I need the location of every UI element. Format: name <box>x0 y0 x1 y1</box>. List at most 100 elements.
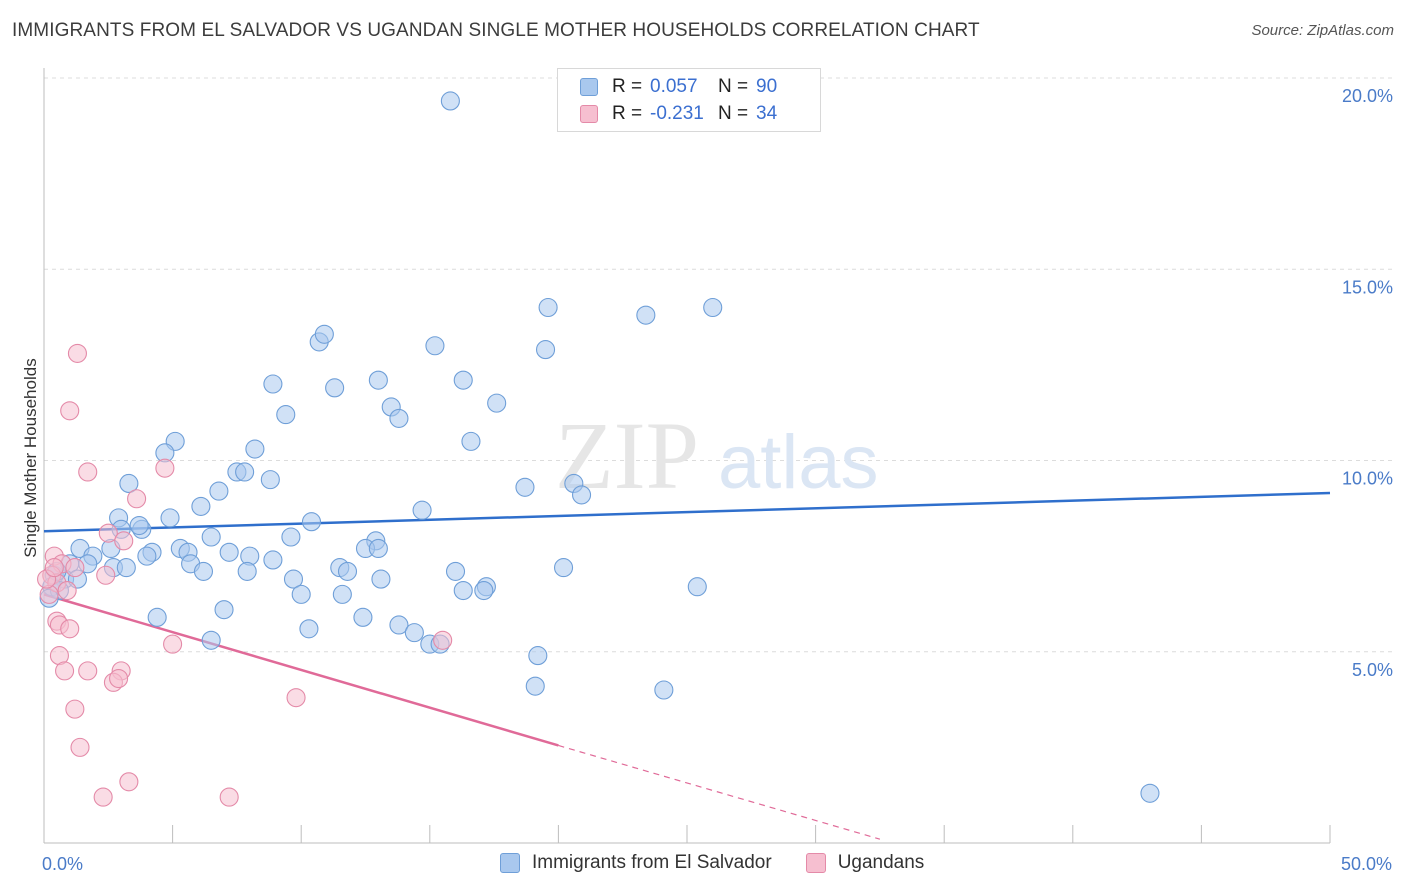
ugandans-point <box>60 619 80 639</box>
chart-title: IMMIGRANTS FROM EL SALVADOR VS UGANDAN S… <box>12 20 980 41</box>
el-salvador-point <box>263 550 283 570</box>
el-salvador-point <box>474 580 494 601</box>
ugandans-point <box>78 661 98 681</box>
ugandans-point <box>163 634 183 654</box>
el-salvador-point <box>1140 783 1160 803</box>
el-salvador-point <box>389 408 409 428</box>
el-salvador-point <box>553 558 574 578</box>
ugandans-point <box>155 458 175 478</box>
el-salvador-point <box>368 370 388 390</box>
el-salvador-point <box>276 405 296 425</box>
el-salvador-point <box>283 569 304 589</box>
legend-item-ugandans: Ugandans <box>805 852 925 874</box>
y-tick-label: 20.0% <box>1342 86 1393 106</box>
legend-n-value: 34 <box>756 103 778 124</box>
ugandans-point <box>98 523 118 543</box>
el-salvador-point <box>445 561 466 581</box>
series-legend: Immigrants from El Salvador Ugandans <box>500 852 958 874</box>
el-salvador-point <box>687 577 707 597</box>
el-salvador-point <box>116 558 136 578</box>
el-salvador-point <box>201 527 221 547</box>
correlation-legend: R = 0.057 N = 90 R = -0.231 N = 34 <box>557 68 821 132</box>
legend-swatch-el-salvador <box>500 853 520 873</box>
el-salvador-point <box>404 623 424 643</box>
el-salvador-trend-line <box>43 491 1331 533</box>
y-tick-label: 15.0% <box>1342 277 1393 297</box>
el-salvador-point <box>314 324 334 344</box>
ugandans-point <box>44 558 64 578</box>
el-salvador-point <box>137 546 157 566</box>
legend-row-el-salvador: R = 0.057 N = 90 <box>580 74 777 100</box>
legend-r-value: -0.231 <box>650 103 704 124</box>
el-salvador-point <box>353 607 373 627</box>
el-salvador-point <box>571 485 592 505</box>
legend-swatch-el-salvador <box>580 78 598 96</box>
data-points <box>37 91 1160 807</box>
ugandans-point <box>55 661 75 681</box>
ugandans-point <box>65 699 85 719</box>
ugandans-point <box>93 787 113 807</box>
el-salvador-point <box>453 580 473 601</box>
el-salvador-point <box>332 584 352 604</box>
el-salvador-point <box>487 393 507 413</box>
trend-lines <box>43 491 1331 840</box>
el-salvador-point <box>281 527 301 547</box>
el-salvador-point <box>119 473 139 494</box>
legend-label-el-salvador: Immigrants from El Salvador <box>532 852 772 873</box>
legend-swatch-ugandans <box>805 853 826 873</box>
ugandans-point <box>96 565 116 585</box>
legend-n-value: 90 <box>756 76 778 97</box>
el-salvador-point <box>299 619 319 639</box>
legend-r-label: R = <box>612 103 643 124</box>
el-salvador-point <box>291 584 311 604</box>
ugandans-point <box>114 531 134 551</box>
el-salvador-point <box>389 615 409 635</box>
axes: 5.0% 10.0% 15.0% 20.0% 0.0% 50.0% <box>42 68 1393 874</box>
ugandans-point <box>65 558 85 578</box>
source-label: Source: ZipAtlas.com <box>1251 22 1394 39</box>
x-tick-label: 0.0% <box>42 854 83 874</box>
ugandans-point <box>286 688 306 708</box>
el-salvador-point <box>160 508 180 528</box>
el-salvador-point <box>201 630 221 650</box>
legend-row-ugandans: R = -0.231 N = 34 <box>580 101 777 127</box>
ugandans-point <box>78 462 98 482</box>
el-salvador-point <box>535 340 556 360</box>
el-salvador-point <box>237 561 257 581</box>
el-salvador-point <box>214 600 234 620</box>
el-salvador-point <box>528 646 548 666</box>
el-salvador-point <box>337 561 358 581</box>
el-salvador-point <box>325 378 345 398</box>
ugandans-point <box>433 630 453 650</box>
legend-item-el-salvador: Immigrants from El Salvador <box>500 852 772 874</box>
el-salvador-point <box>147 607 167 627</box>
ugandans-point <box>127 489 147 509</box>
ugandans-trend-extension <box>558 744 881 840</box>
ugandans-point <box>119 772 139 792</box>
el-salvador-point <box>703 297 723 318</box>
el-salvador-point <box>461 431 481 451</box>
el-salvador-point <box>235 462 255 482</box>
ugandans-point <box>60 401 80 421</box>
el-salvador-point <box>515 477 535 497</box>
ugandans-point <box>219 787 239 807</box>
el-salvador-point <box>525 676 545 696</box>
el-salvador-point <box>260 470 280 490</box>
x-tick-label: 50.0% <box>1341 854 1392 874</box>
el-salvador-point <box>209 481 229 501</box>
el-salvador-point <box>453 370 473 390</box>
y-tick-label: 10.0% <box>1342 469 1393 489</box>
legend-label-ugandans: Ugandans <box>837 852 925 873</box>
el-salvador-point <box>263 374 283 394</box>
el-salvador-point <box>425 336 445 356</box>
y-axis-label: Single Mother Households <box>21 358 40 557</box>
legend-r-label: R = <box>612 76 643 97</box>
legend-swatch-ugandans <box>580 105 598 123</box>
el-salvador-point <box>301 512 322 532</box>
ugandans-point <box>67 343 87 363</box>
el-salvador-point <box>538 297 558 318</box>
el-salvador-point <box>654 680 674 700</box>
legend-n-label: N = <box>718 103 749 124</box>
y-tick-label: 5.0% <box>1352 660 1393 680</box>
el-salvador-point <box>440 91 460 111</box>
